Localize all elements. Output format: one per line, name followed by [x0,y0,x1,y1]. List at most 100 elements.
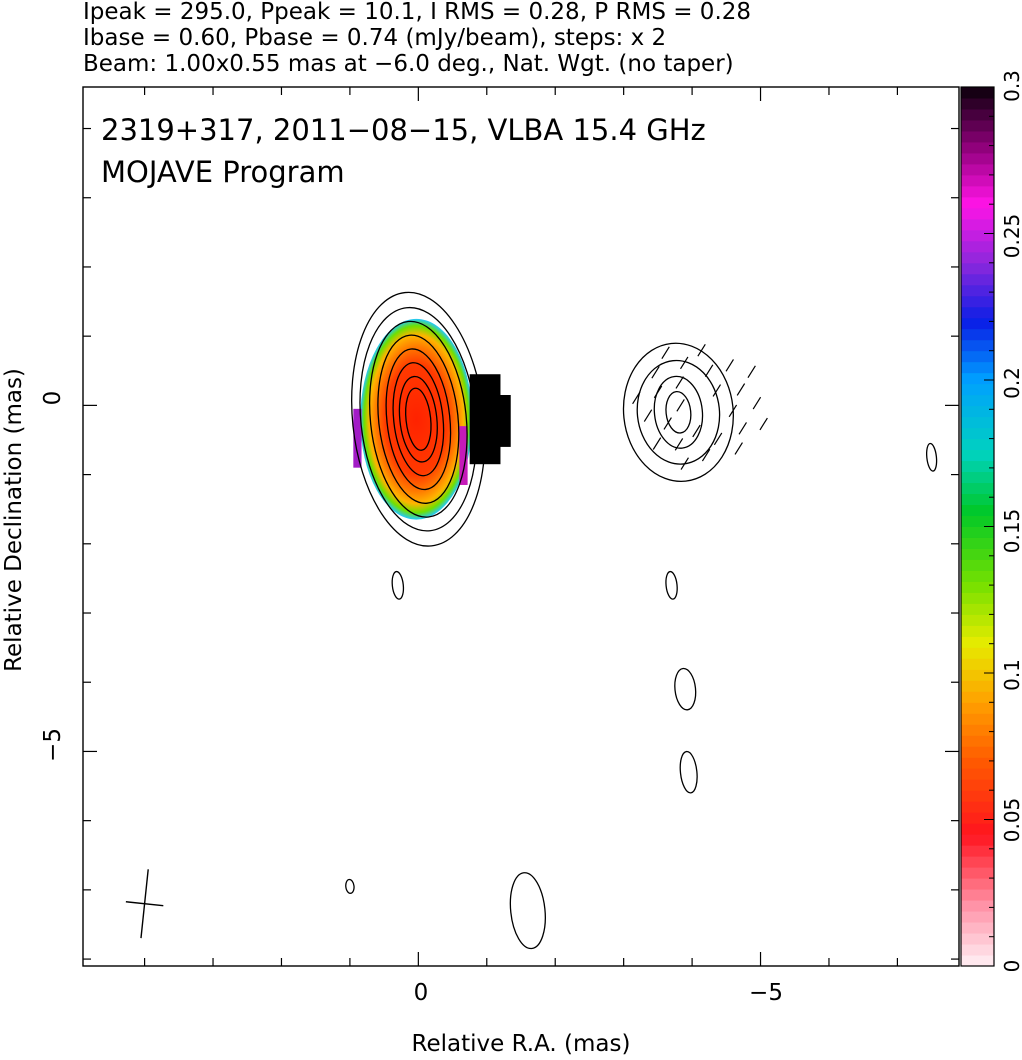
colorbar-cell [961,933,994,945]
colorbar-cell [961,592,994,604]
colorbar-cell [961,746,994,758]
contour-level [636,359,721,465]
colorbar-tick-label: 0.15 [1000,508,1022,554]
contour-level [665,390,692,434]
plot-frame [82,86,960,967]
source-label: 2319+317, 2011−08−15, VLBA 15.4 GHz [101,113,706,147]
contour-level [622,342,734,483]
colorbar-cell [961,405,994,418]
colorbar-cell [961,526,994,538]
evpa-tick [675,376,684,389]
colorbar-cell [961,680,994,692]
evpa-tick [653,385,663,399]
colorbar [960,86,995,967]
contour-level [351,291,486,547]
evpa-tick [712,384,722,397]
colorbar-cell [961,735,994,747]
colorbar-cell [961,515,994,527]
evpa-tick [661,346,670,360]
colorbar-cell [961,482,994,495]
colorbar-cell [961,416,994,429]
y-tick-label: −5 [40,728,66,762]
colorbar-cell [961,284,994,297]
colorbar-cell [961,295,994,308]
evpa-tick [632,391,641,405]
colorbar-cell [961,845,994,857]
colorbar-cell [961,438,994,451]
evpa-tick [701,448,711,462]
colorbar-cell [961,889,994,901]
colorbar-tick-label: 0.3 [1000,70,1022,102]
colorbar-cell [961,471,994,484]
colorbar-cell [961,229,994,242]
colorbar-cell [961,636,994,648]
evpa-tick [704,364,714,378]
colorbar-cell [961,944,994,956]
colorbar-cell [961,812,994,824]
colorbar-cell [961,658,994,670]
evpa-tick [734,442,743,455]
beam-minor-axis [125,901,164,907]
colorbar-cell [961,559,994,571]
colorbar-cell [961,955,994,967]
evpa-tick [697,343,706,357]
evpa-tick [759,417,768,431]
evpa-tick [736,383,746,396]
colorbar-cell [961,251,994,264]
evpa-tick [674,438,684,451]
evpa-tick [680,457,689,470]
contour-level [679,750,698,794]
colorbar-cell [961,108,994,121]
colorbar-cell [961,834,994,846]
colorbar-cell [961,394,994,407]
colorbar-cell [961,823,994,835]
evpa-tick [651,366,660,379]
colorbar-cell [961,867,994,879]
colorbar-cell [961,152,994,165]
contour-level [392,362,445,477]
colorbar-cell [961,878,994,890]
evpa-tick [747,365,756,379]
colorbar-tick-label: 0.2 [1000,367,1022,399]
contour-level [665,570,678,600]
contour-level [391,570,405,600]
evpa-tick [679,356,689,370]
colorbar-cell [961,328,994,341]
colorbar-cell [961,317,994,330]
contour-level [359,306,478,532]
colorbar-cell [961,218,994,231]
colorbar-cell [961,130,994,143]
colorbar-cell [961,603,994,615]
contour-level [653,375,704,449]
contour-level [925,442,938,472]
colorbar-cell [961,350,994,363]
evpa-tick [643,409,653,422]
colorbar-cell [961,790,994,802]
colorbar-cell [961,163,994,176]
colorbar-cell [961,757,994,769]
colorbar-cell [961,537,994,549]
colorbar-cell [961,669,994,681]
colorbar-cell [961,702,994,714]
colorbar-tick-label: 0.25 [1000,213,1022,259]
colorbar-cell [961,273,994,286]
colorbar-cell [961,724,994,736]
evpa-tick [725,359,734,372]
contour-level [674,667,697,711]
stokes-i-contours [345,291,938,950]
polarization-edge-pixel [353,408,362,468]
colorbar-tick-label: 0.1 [1000,659,1022,691]
colorbar-cell [961,647,994,659]
contour-level [405,387,432,451]
colorbar-cell [961,548,994,560]
colorbar-cell [961,372,994,385]
colorbar-cell [961,262,994,275]
header-line-1: Ipeak = 295.0, Ppeak = 10.1, I RMS = 0.2… [83,0,752,25]
colorbar-cell [961,174,994,187]
contour-level [368,320,468,518]
colorbar-cell [961,614,994,626]
colorbar-cell [961,768,994,780]
header-line-2: Ibase = 0.60, Pbase = 0.74 (mJy/beam), s… [83,25,667,51]
colorbar-tick-label: 0 [1000,959,1022,973]
